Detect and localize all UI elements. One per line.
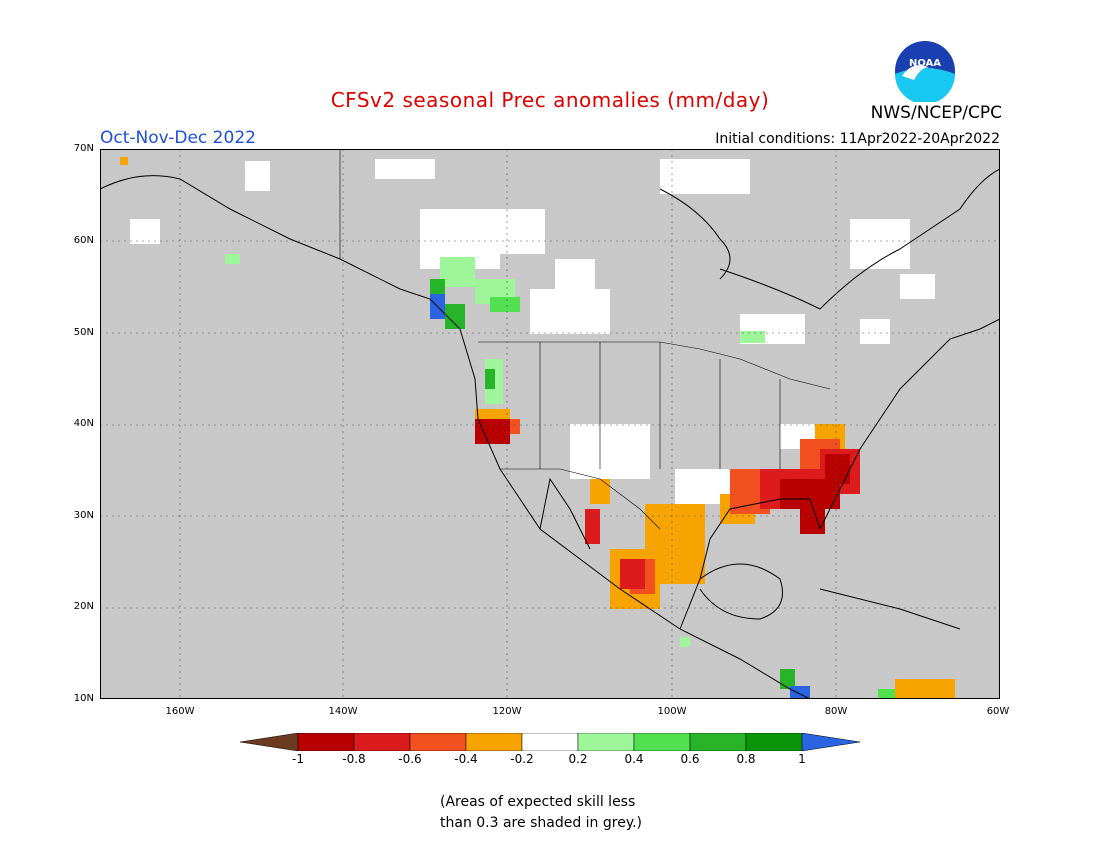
skill-note-line: than 0.3 are shaded in grey.) [440, 815, 643, 831]
lat-label: 70N [73, 143, 94, 154]
lat-label: 60N [73, 235, 94, 246]
colorbar-tick: -0.6 [398, 752, 422, 766]
forecast-period: Oct-Nov-Dec 2022 [100, 128, 256, 148]
color-bin [801, 733, 860, 751]
lon-label: 100W [657, 706, 687, 717]
colorbar-tick: 0.8 [736, 752, 756, 766]
color-bin [297, 733, 355, 751]
color-bin [353, 733, 411, 751]
skill-note-line: (Areas of expected skill less [440, 794, 636, 810]
colorbar-tick: 0.2 [568, 752, 588, 766]
lon-label: 60W [986, 706, 1010, 717]
green-regions [490, 297, 896, 699]
color-bin [240, 733, 299, 751]
graticule [100, 149, 1000, 699]
map-title: CFSv2 seasonal Prec anomalies (mm/day) [330, 88, 770, 112]
dark-red-regions [475, 419, 850, 534]
colorbar-tick: -0.2 [510, 752, 534, 766]
logo-text: NOAA [909, 58, 941, 69]
color-bin [409, 733, 467, 751]
colorbar-tick: -1 [292, 752, 304, 766]
colorbar-tick: 0.6 [680, 752, 700, 766]
colorbar-tick: 0.4 [624, 752, 644, 766]
color-bin [633, 733, 691, 751]
color-bin [745, 733, 803, 751]
coastlines [100, 168, 1000, 699]
lat-label: 10N [73, 693, 94, 704]
near-zero-regions [130, 159, 935, 504]
color-bin [465, 733, 523, 751]
colorbar-tick: -0.4 [454, 752, 478, 766]
color-bin [577, 733, 635, 751]
color-bin [521, 733, 579, 751]
agency-label: NWS/NCEP/CPC [870, 103, 1002, 123]
lon-label: 80W [824, 706, 848, 717]
precipitation-anomaly-map [100, 149, 1000, 699]
political-borders [339, 149, 831, 530]
skill-note: (Areas of expected skill less than 0.3 a… [440, 792, 740, 834]
lat-label: 30N [73, 510, 94, 521]
noaa-logo-icon: NOAA [895, 41, 955, 102]
colorbar-tick: 1 [798, 752, 806, 766]
lon-label: 160W [165, 706, 195, 717]
lon-label: 140W [328, 706, 358, 717]
color-bin [689, 733, 747, 751]
lat-label: 40N [73, 418, 94, 429]
colorbar-tick: -0.8 [342, 752, 366, 766]
initial-conditions: Initial conditions: 11Apr2022-20Apr2022 [715, 131, 1000, 147]
lon-label: 120W [492, 706, 522, 717]
color-scale-bar [240, 733, 860, 751]
lat-label: 50N [73, 327, 94, 338]
lat-label: 20N [73, 601, 94, 612]
